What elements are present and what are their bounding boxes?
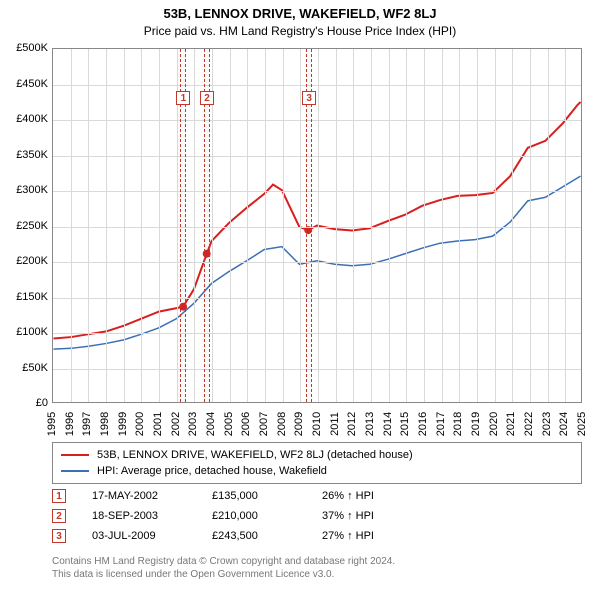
x-axis-tick: 1999 [117,412,129,436]
chart-title: 53B, LENNOX DRIVE, WAKEFIELD, WF2 8LJ [0,6,600,21]
annotation-price: £210,000 [212,510,322,522]
x-axis-tick: 2006 [240,412,252,436]
x-axis-tick: 2009 [293,412,305,436]
x-axis-tick: 2019 [470,412,482,436]
x-axis-tick: 2007 [258,412,270,436]
chart-subtitle: Price paid vs. HM Land Registry's House … [0,24,600,38]
x-axis-tick: 2005 [223,412,235,436]
y-axis-tick: £50K [22,362,48,374]
annotation-price: £135,000 [212,490,322,502]
x-axis-tick: 2020 [488,412,500,436]
chart-svg [53,49,581,402]
x-axis-tick: 2018 [452,412,464,436]
chart-header: 53B, LENNOX DRIVE, WAKEFIELD, WF2 8LJ Pr… [0,0,600,38]
series-line-property [53,102,580,338]
legend-label: HPI: Average price, detached house, Wake… [97,465,327,477]
x-axis-tick: 2017 [435,412,447,436]
footer-line: This data is licensed under the Open Gov… [52,568,395,581]
x-axis-tick: 2014 [382,412,394,436]
footer-attribution: Contains HM Land Registry data © Crown c… [52,555,395,581]
annotation-date: 18-SEP-2003 [92,510,212,522]
chart-marker-icon: 1 [176,91,190,105]
legend-label: 53B, LENNOX DRIVE, WAKEFIELD, WF2 8LJ (d… [97,449,413,461]
chart-marker-icon: 2 [200,91,214,105]
chart-plot-area: 12 3 [52,48,582,403]
annotation-row: 3 03-JUL-2009 £243,500 27% ↑ HPI [52,526,374,546]
x-axis-tick: 1997 [81,412,93,436]
annotation-pct: 27% ↑ HPI [322,530,374,542]
x-axis-tick: 2022 [523,412,535,436]
footer-line: Contains HM Land Registry data © Crown c… [52,555,395,568]
x-axis-tick: 1995 [46,412,58,436]
y-axis-tick: £300K [16,184,48,196]
annotation-marker-icon: 1 [52,489,66,503]
x-axis-tick: 1998 [99,412,111,436]
x-axis-tick: 2001 [152,412,164,436]
y-axis-tick: £450K [16,78,48,90]
y-axis-tick: £500K [16,42,48,54]
annotation-marker-icon: 3 [52,529,66,543]
legend-item-hpi: HPI: Average price, detached house, Wake… [61,463,573,479]
annotation-marker-icon: 2 [52,509,66,523]
x-axis-tick: 2012 [346,412,358,436]
annotation-pct: 26% ↑ HPI [322,490,374,502]
annotation-price: £243,500 [212,530,322,542]
y-axis-tick: £400K [16,113,48,125]
x-axis-tick: 2003 [187,412,199,436]
legend: 53B, LENNOX DRIVE, WAKEFIELD, WF2 8LJ (d… [52,442,582,484]
x-axis-tick: 2010 [311,412,323,436]
annotation-row: 1 17-MAY-2002 £135,000 26% ↑ HPI [52,486,374,506]
x-axis-tick: 2008 [276,412,288,436]
legend-item-property: 53B, LENNOX DRIVE, WAKEFIELD, WF2 8LJ (d… [61,447,573,463]
annotation-date: 17-MAY-2002 [92,490,212,502]
x-axis-tick: 2023 [541,412,553,436]
x-axis-tick: 2002 [170,412,182,436]
y-axis-tick: £350K [16,149,48,161]
x-axis-tick: 2025 [576,412,588,436]
x-axis-tick: 2000 [134,412,146,436]
x-axis-tick: 2011 [329,412,341,436]
annotation-row: 2 18-SEP-2003 £210,000 37% ↑ HPI [52,506,374,526]
chart-marker-icon: 3 [302,91,316,105]
x-axis-tick: 2013 [364,412,376,436]
annotation-pct: 37% ↑ HPI [322,510,374,522]
x-axis-tick: 1996 [64,412,76,436]
x-axis-tick: 2021 [505,412,517,436]
y-axis-tick: £0 [36,397,48,409]
legend-swatch [61,454,89,456]
annotation-table: 1 17-MAY-2002 £135,000 26% ↑ HPI 2 18-SE… [52,486,374,546]
y-axis-tick: £200K [16,255,48,267]
y-axis-tick: £250K [16,220,48,232]
legend-swatch [61,470,89,472]
y-axis-tick: £100K [16,326,48,338]
x-axis-tick: 2015 [399,412,411,436]
y-axis-tick: £150K [16,291,48,303]
x-axis-tick: 2024 [558,412,570,436]
annotation-date: 03-JUL-2009 [92,530,212,542]
x-axis-tick: 2004 [205,412,217,436]
x-axis-tick: 2016 [417,412,429,436]
